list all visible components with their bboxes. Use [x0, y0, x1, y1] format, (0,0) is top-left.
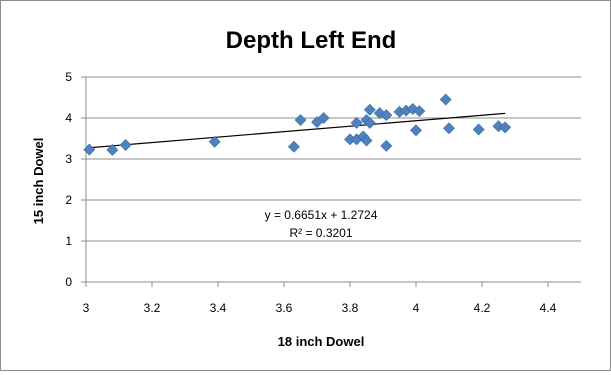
data-point	[472, 123, 485, 136]
trendline-line	[89, 112, 506, 149]
x-tick-label: 3	[83, 301, 90, 315]
x-tick-label: 4.2	[474, 301, 491, 315]
data-point	[410, 124, 422, 137]
y-tick-label: 0	[65, 275, 72, 289]
data-point	[83, 143, 96, 156]
data-point	[317, 112, 330, 124]
x-tick-label: 3.6	[276, 301, 293, 315]
data-point	[413, 105, 426, 117]
x-tick-label: 4	[413, 301, 420, 315]
y-tick-label: 2	[65, 193, 72, 207]
y-tick-label: 1	[65, 234, 72, 248]
x-tick-label: 3.4	[210, 301, 227, 315]
trendline-r-squared: R² = 0.3201	[289, 226, 352, 240]
x-tick-label: 3.8	[342, 301, 359, 315]
x-tick-label: 3.2	[144, 301, 161, 315]
x-tick-labels: 3 3.2 3.4 3.6 3.8 4 4.2 4.4	[83, 301, 557, 315]
data-point	[363, 103, 376, 116]
data-point	[350, 116, 363, 129]
data-point	[360, 134, 373, 147]
data-point	[208, 135, 221, 148]
data-point	[380, 139, 393, 152]
data-point	[294, 114, 307, 126]
x-tick-label: 4.4	[540, 301, 557, 315]
data-point	[439, 93, 452, 106]
data-point	[119, 139, 132, 151]
data-point	[380, 109, 393, 122]
data-point	[363, 116, 376, 129]
data-points	[83, 93, 512, 156]
chart-title: Depth Left End	[226, 27, 397, 54]
y-axis-label: 15 inch Dowel	[31, 138, 46, 225]
data-point	[443, 122, 455, 135]
y-tick-label: 4	[65, 111, 72, 125]
trendline-equation: y = 0.6651x + 1.2724	[265, 208, 378, 222]
trendline	[89, 112, 506, 149]
axes	[81, 76, 581, 287]
gridlines	[86, 76, 581, 242]
y-tick-labels: 0 1 2 3 4 5	[65, 70, 72, 289]
y-tick-label: 3	[65, 152, 72, 166]
data-point	[499, 121, 512, 134]
data-point	[106, 144, 119, 156]
y-tick-label: 5	[65, 70, 72, 84]
data-point	[287, 140, 300, 153]
x-axis-label: 18 inch Dowel	[278, 334, 365, 349]
